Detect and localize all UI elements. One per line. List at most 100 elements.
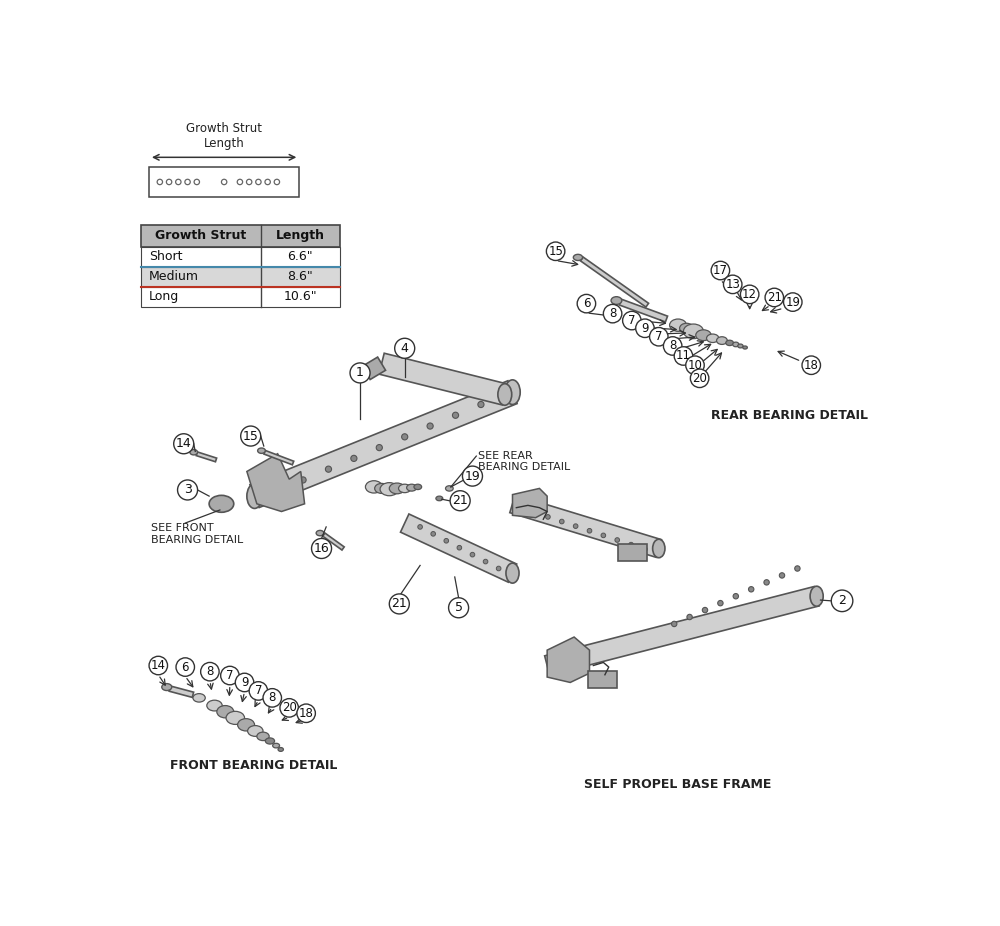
Text: 20: 20 (692, 372, 707, 385)
Ellipse shape (414, 484, 422, 490)
Polygon shape (323, 533, 344, 550)
Ellipse shape (247, 483, 262, 508)
Text: REAR BEARING DETAIL: REAR BEARING DETAIL (711, 408, 868, 421)
Text: 2: 2 (838, 594, 846, 607)
Text: Growth Strut
Length: Growth Strut Length (186, 121, 262, 150)
Circle shape (427, 423, 433, 429)
Circle shape (325, 466, 332, 472)
Text: SEE FRONT
BEARING DETAIL: SEE FRONT BEARING DETAIL (151, 523, 243, 544)
Ellipse shape (498, 383, 512, 406)
Circle shape (623, 311, 641, 330)
Ellipse shape (683, 324, 703, 339)
Text: 14: 14 (176, 437, 192, 450)
Circle shape (149, 657, 168, 675)
Circle shape (795, 566, 800, 571)
Text: 1: 1 (356, 367, 364, 380)
Bar (141, 287, 340, 307)
Ellipse shape (273, 744, 280, 748)
Circle shape (749, 586, 754, 592)
Ellipse shape (257, 732, 269, 741)
Text: 7: 7 (628, 314, 636, 327)
Text: 15: 15 (243, 430, 259, 443)
Circle shape (449, 598, 469, 618)
Text: 7: 7 (255, 684, 262, 697)
Circle shape (532, 510, 536, 515)
Circle shape (178, 480, 198, 500)
Bar (588, 671, 617, 688)
Text: 14: 14 (151, 659, 166, 672)
Ellipse shape (505, 380, 520, 405)
Text: 19: 19 (785, 295, 800, 308)
Text: 21: 21 (767, 291, 782, 304)
Circle shape (176, 657, 194, 676)
Ellipse shape (653, 539, 665, 557)
Ellipse shape (506, 563, 519, 583)
Circle shape (478, 401, 484, 407)
Text: 8: 8 (669, 340, 676, 353)
Polygon shape (619, 299, 668, 322)
Circle shape (402, 433, 408, 440)
Text: SEE REAR
BEARING DETAIL: SEE REAR BEARING DETAIL (478, 451, 570, 472)
Circle shape (470, 552, 475, 557)
Ellipse shape (707, 334, 719, 343)
Circle shape (350, 363, 370, 383)
Circle shape (249, 682, 268, 700)
Circle shape (235, 673, 254, 692)
Text: 9: 9 (241, 676, 248, 689)
Text: 6.6": 6.6" (288, 250, 313, 263)
Ellipse shape (611, 296, 622, 305)
Ellipse shape (573, 255, 583, 260)
Circle shape (587, 529, 592, 533)
Bar (149, 167, 299, 197)
Polygon shape (547, 637, 590, 682)
Circle shape (674, 346, 693, 365)
Text: Growth Strut: Growth Strut (155, 230, 247, 243)
Ellipse shape (380, 482, 399, 495)
Ellipse shape (717, 337, 727, 344)
Text: 21: 21 (452, 494, 468, 507)
Text: 7: 7 (226, 669, 234, 682)
Ellipse shape (238, 719, 255, 731)
Circle shape (690, 369, 709, 388)
Circle shape (802, 356, 820, 374)
Ellipse shape (193, 694, 205, 702)
Polygon shape (264, 450, 294, 465)
Circle shape (711, 261, 730, 280)
Text: 7: 7 (655, 331, 663, 344)
Circle shape (395, 338, 415, 358)
Circle shape (389, 594, 409, 614)
Text: 21: 21 (391, 597, 407, 610)
Circle shape (577, 294, 596, 313)
Circle shape (431, 532, 436, 536)
Ellipse shape (248, 726, 263, 736)
Polygon shape (512, 488, 547, 518)
Circle shape (518, 506, 523, 510)
Circle shape (784, 293, 802, 311)
Text: 4: 4 (401, 342, 409, 355)
Bar (618, 544, 647, 561)
Circle shape (221, 667, 239, 684)
Text: 15: 15 (548, 244, 563, 257)
Text: 10.6": 10.6" (284, 290, 317, 303)
Text: 3: 3 (184, 483, 191, 496)
Circle shape (643, 547, 647, 552)
Circle shape (603, 305, 622, 323)
Text: 13: 13 (725, 278, 740, 291)
Text: FRONT BEARING DETAIL: FRONT BEARING DETAIL (170, 759, 337, 772)
Circle shape (559, 519, 564, 524)
Circle shape (297, 704, 315, 722)
Ellipse shape (190, 449, 198, 455)
Circle shape (300, 477, 306, 483)
Polygon shape (510, 495, 661, 557)
Ellipse shape (810, 586, 823, 607)
Circle shape (450, 491, 470, 511)
Text: 18: 18 (804, 358, 819, 371)
Ellipse shape (726, 340, 733, 345)
Ellipse shape (436, 496, 443, 501)
Circle shape (457, 545, 462, 550)
Circle shape (723, 275, 742, 294)
Text: 18: 18 (299, 707, 314, 720)
Text: Medium: Medium (149, 270, 199, 283)
Text: 12: 12 (742, 288, 757, 301)
Circle shape (764, 580, 769, 585)
